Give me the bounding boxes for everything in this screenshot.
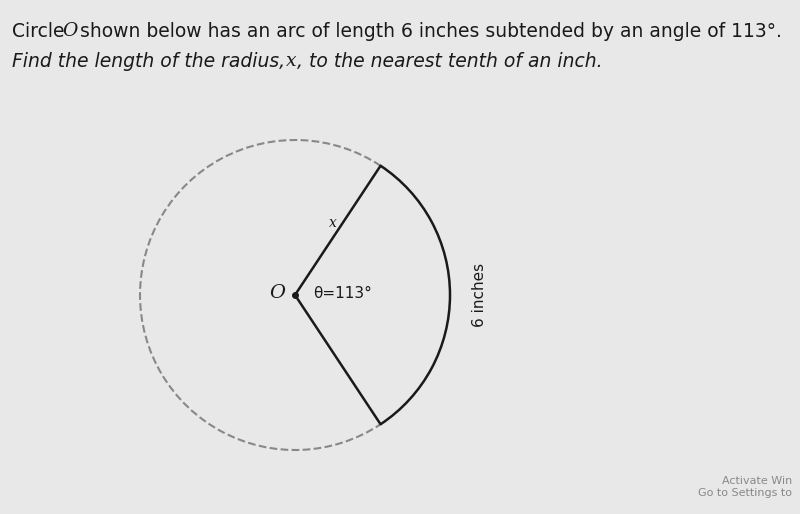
Text: O: O xyxy=(269,284,285,302)
Text: θ=113°: θ=113° xyxy=(313,285,372,301)
Text: x: x xyxy=(286,52,297,70)
Text: 6 inches: 6 inches xyxy=(473,263,487,327)
Text: , to the nearest tenth of an inch.: , to the nearest tenth of an inch. xyxy=(297,52,602,71)
Text: Circle: Circle xyxy=(12,22,70,41)
Text: x: x xyxy=(329,216,337,230)
Text: shown below has an arc of length 6 inches subtended by an angle of 113°.: shown below has an arc of length 6 inche… xyxy=(74,22,782,41)
Text: Activate Win
Go to Settings to: Activate Win Go to Settings to xyxy=(698,476,792,498)
Text: O: O xyxy=(62,22,78,40)
Text: Find the length of the radius,: Find the length of the radius, xyxy=(12,52,291,71)
